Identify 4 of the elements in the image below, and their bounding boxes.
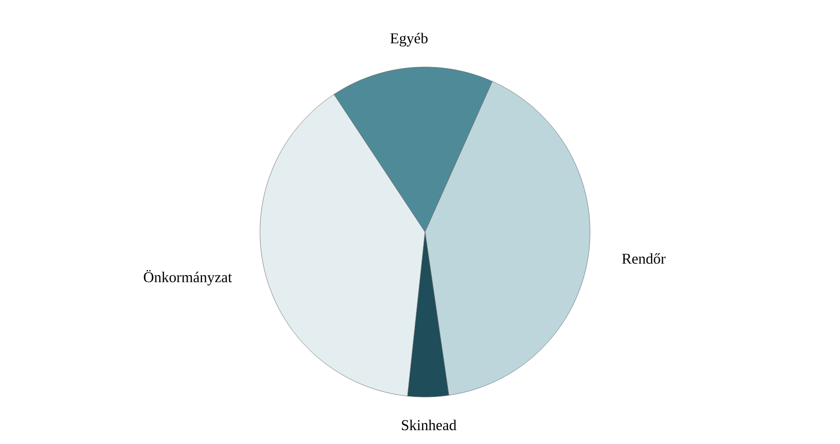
slice-label: Egyéb [390,32,428,46]
slice-label: Rendőr [622,253,666,264]
slice-label: Skinhead [402,420,456,430]
slice-label: Önkormányzat [144,270,232,286]
